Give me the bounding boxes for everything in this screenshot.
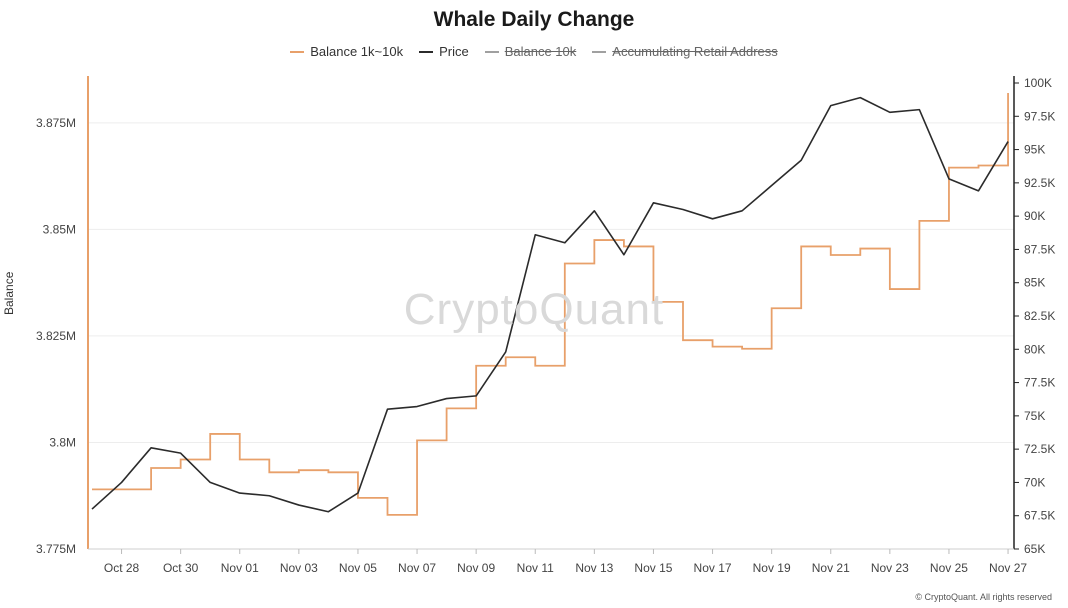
x-tick-label: Nov 01 [221, 561, 259, 575]
series-line-price [91, 96, 1009, 513]
x-tick-label: Nov 25 [930, 561, 968, 575]
y-right-tick-label: 67.5K [1024, 509, 1055, 523]
x-tick-label: Nov 15 [634, 561, 672, 575]
legend-label: Balance 1k~10k [310, 44, 404, 59]
legend-item-balance-10k[interactable]: Balance 10k [484, 44, 577, 59]
x-tick-label: Nov 11 [517, 561, 554, 575]
y-left-tick-label: 3.85M [43, 222, 76, 236]
axes [87, 76, 1019, 554]
y-right-tick-label: 90K [1024, 209, 1045, 223]
y-right-tick-label: 82.5K [1024, 309, 1055, 323]
y-right-tick-label: 65K [1024, 542, 1045, 556]
x-tick-label: Nov 05 [339, 561, 377, 575]
x-tick-label: Nov 07 [398, 561, 436, 575]
x-tick-label: Nov 03 [280, 561, 318, 575]
y-right-tick-label: 97.5K [1024, 109, 1055, 123]
legend-swatch-balance-1k-10k [290, 50, 305, 53]
y-right-tick-label: 100K [1024, 76, 1052, 90]
y-right-tick-label: 72.5K [1024, 442, 1055, 456]
y-right-tick-label: 80K [1024, 342, 1045, 356]
y-left-tick-label: 3.825M [36, 329, 76, 343]
legend: Balance 1k~10k Price Balance 10k Accumul… [0, 44, 1068, 59]
y-right-tick-label: 95K [1024, 143, 1045, 157]
grid-lines [88, 122, 1014, 443]
legend-label: Balance 10k [504, 44, 577, 59]
x-tick-label: Oct 28 [104, 561, 140, 575]
legend-item-accumulating-retail-address[interactable]: Accumulating Retail Address [592, 44, 778, 59]
series-line-balance-1k-10k [92, 93, 1009, 516]
y-left-tick-label: 3.875M [36, 116, 76, 130]
y-left-tick-label: 3.8M [49, 435, 76, 449]
y-right-tick-label: 87.5K [1024, 242, 1055, 256]
x-tick-label: Nov 13 [575, 561, 613, 575]
series [91, 93, 1009, 516]
x-tick-label: Nov 17 [694, 561, 732, 575]
y-right-tick-label: 75K [1024, 409, 1045, 423]
x-tick-label: Nov 19 [753, 561, 791, 575]
copyright-notice: © CryptoQuant. All rights reserved [915, 592, 1052, 602]
tick-labels: 3.775M 3.8M 3.825M 3.85M 3.875M 65K 67.5K 70K 72… [36, 76, 1055, 575]
chart-title: Whale Daily Change [433, 8, 635, 31]
legend-label: Accumulating Retail Address [612, 44, 778, 59]
y-axis-label: Balance [2, 271, 16, 315]
x-tick-label: Nov 23 [871, 561, 909, 575]
y-right-tick-label: 70K [1024, 475, 1045, 489]
x-tick-label: Oct 30 [163, 561, 199, 575]
y-right-tick-label: 85K [1024, 276, 1045, 290]
legend-swatch-balance-10k [484, 50, 499, 53]
x-tick-label: Nov 09 [457, 561, 495, 575]
legend-swatch-accumulating-retail-address [592, 50, 607, 53]
legend-item-balance-1k-10k[interactable]: Balance 1k~10k [290, 44, 403, 59]
x-tick-label: Nov 21 [812, 561, 850, 575]
x-tick-label: Nov 27 [989, 561, 1027, 575]
legend-label: Price [439, 44, 469, 59]
y-left-tick-label: 3.775M [36, 542, 76, 556]
y-right-tick-label: 77.5K [1024, 376, 1055, 390]
legend-item-price[interactable]: Price [419, 44, 469, 59]
legend-swatch-price [419, 50, 434, 53]
y-right-tick-label: 92.5K [1024, 176, 1055, 190]
